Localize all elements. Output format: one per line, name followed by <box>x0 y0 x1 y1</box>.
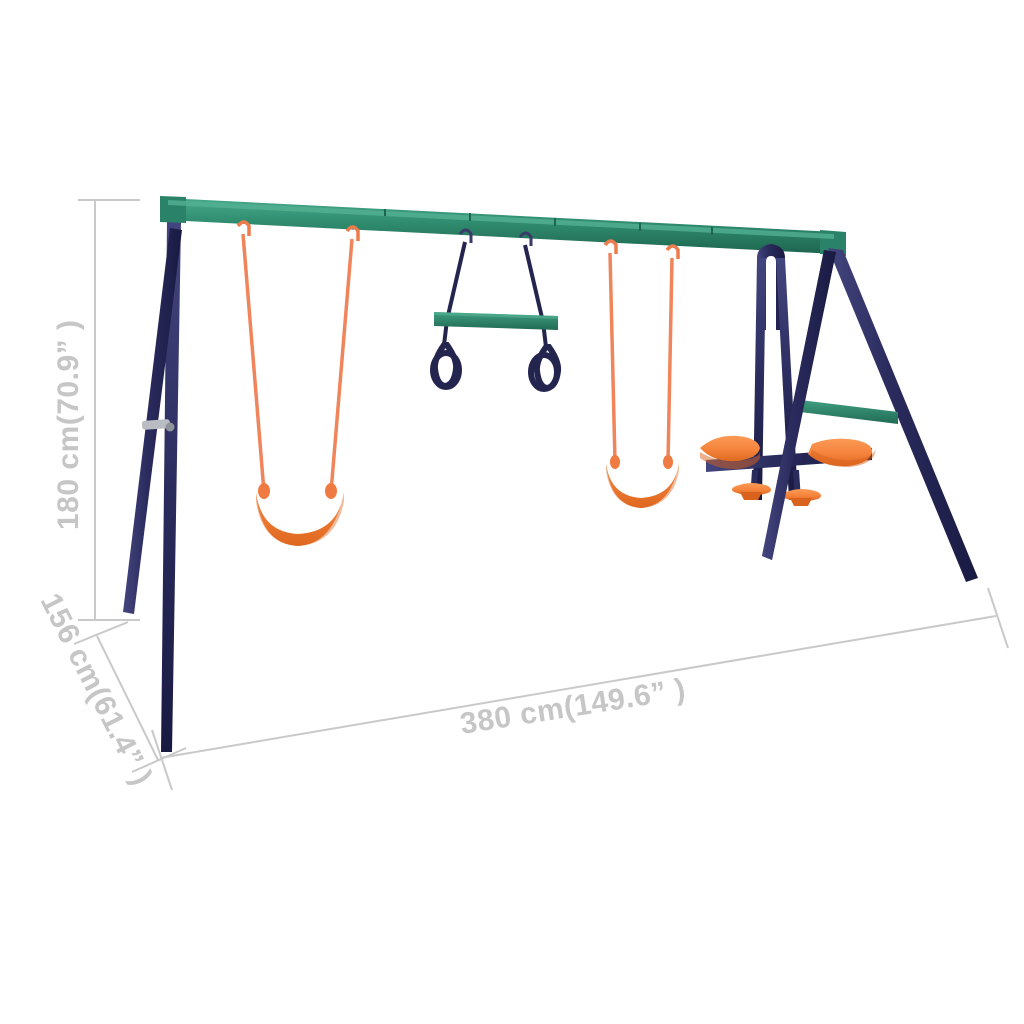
trapeze-assembly <box>430 228 562 392</box>
trapeze-rope <box>442 228 548 348</box>
right-crossbar <box>800 400 898 424</box>
dimension-annotations: 180 cm(70.9” ) 156 cm(61.4” ) 380 cm(149… <box>34 199 1009 791</box>
swing-seat-right-assembly <box>603 239 680 508</box>
depth-dimension-line <box>73 621 187 773</box>
swing-seat-left-assembly <box>236 220 360 546</box>
height-dimension-label: 180 cm(70.9” ) <box>52 320 85 530</box>
depth-dimension-label: 156 cm(61.4” ) <box>34 588 159 790</box>
trapeze-ring-right <box>528 344 562 392</box>
width-dimension-line <box>151 587 1009 791</box>
swing-rope-right <box>603 239 680 469</box>
top-beam <box>160 196 846 256</box>
trapeze-bar <box>434 312 558 330</box>
swing-set-structure <box>123 196 978 752</box>
glider-assembly <box>700 244 876 560</box>
swing-seat-left <box>256 492 344 546</box>
left-leg-bolt <box>141 419 175 432</box>
glider-footrest-left <box>731 483 771 500</box>
left-a-frame-leg <box>123 222 182 752</box>
swing-rope-left <box>236 220 360 499</box>
height-dimension-line <box>78 199 140 621</box>
width-dimension-label: 380 cm(149.6” ) <box>458 673 688 741</box>
trapeze-ring-left <box>430 342 462 390</box>
glider-footrest-right <box>781 489 821 506</box>
glider-seat-right <box>808 438 876 468</box>
glider-seat-left <box>700 435 760 470</box>
swing-seat-right <box>606 463 679 508</box>
